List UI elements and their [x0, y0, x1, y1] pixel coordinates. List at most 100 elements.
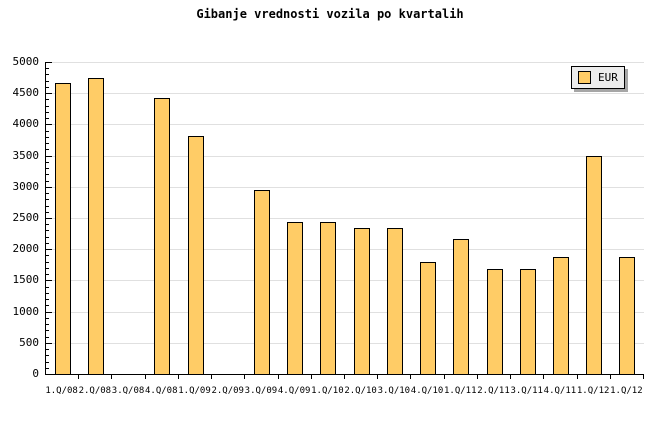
gridline — [46, 311, 644, 313]
y-axis-tick — [46, 274, 49, 276]
y-axis-tick — [46, 261, 49, 263]
x-tick-label: 3.Q/08 — [111, 386, 145, 396]
x-tick-label: 1.Q/11 — [444, 386, 477, 396]
y-axis-tick — [46, 367, 49, 369]
bar — [253, 189, 270, 374]
x-tick-label: 2.Q/10 — [344, 386, 377, 396]
y-axis-tick — [46, 180, 49, 182]
y-axis-tick — [46, 80, 49, 82]
gridline — [46, 280, 644, 282]
x-tick-label: 1.Q/10 — [311, 386, 344, 396]
y-axis-tick — [46, 74, 49, 76]
x-tick-label: 1.Q/12 — [576, 386, 610, 396]
x-axis-tick — [277, 375, 279, 379]
gridline — [46, 93, 644, 95]
y-axis-tick — [46, 249, 52, 251]
gridline — [46, 124, 644, 126]
x-axis-tick — [609, 375, 611, 379]
x-axis-tick — [244, 375, 246, 379]
x-axis-tick — [144, 375, 146, 379]
y-axis-tick — [46, 224, 49, 226]
bar — [320, 222, 337, 374]
y-tick-label: 3500 — [12, 148, 40, 162]
y-axis-tick — [46, 199, 49, 201]
y-axis-tick — [46, 86, 49, 88]
y-axis-tick — [46, 242, 49, 244]
bar — [453, 238, 470, 374]
bar — [586, 156, 603, 374]
y-tick-label: 3000 — [12, 179, 40, 193]
y-axis-tick — [46, 174, 49, 176]
x-tick-label: 1.Q/08 — [45, 386, 78, 396]
y-axis-tick — [46, 105, 49, 107]
x-tick-label: 2.Q/09 — [211, 386, 244, 396]
y-axis-tick — [46, 211, 49, 213]
y-axis-tick — [46, 149, 49, 151]
bar — [154, 98, 171, 374]
legend-label: EUR — [598, 71, 618, 84]
bar — [54, 82, 71, 374]
y-axis-tick — [46, 62, 52, 63]
y-axis-tick — [46, 186, 52, 188]
x-axis-tick — [510, 375, 512, 379]
x-tick-label: 3.Q/09 — [244, 386, 278, 396]
y-axis-tick — [46, 342, 52, 344]
y-axis-tick — [46, 324, 49, 326]
x-axis-tick — [410, 375, 412, 379]
bar — [420, 262, 437, 374]
y-axis-tick — [46, 230, 49, 232]
x-tick-label: 4.Q/11 — [543, 386, 577, 396]
bar — [87, 77, 104, 374]
y-axis-tick — [46, 305, 49, 307]
bar — [187, 136, 204, 374]
y-axis-tick — [46, 349, 49, 351]
y-axis-tick — [46, 336, 49, 338]
x-axis-tick — [211, 375, 213, 379]
gridline — [46, 218, 644, 219]
y-tick-label: 2500 — [12, 211, 40, 224]
y-axis-tick — [46, 155, 52, 157]
y-axis-tick — [46, 99, 49, 101]
y-axis-tick — [46, 236, 49, 238]
x-axis-tick — [344, 375, 345, 379]
chart-title: Gibanje vrednosti vozila po kvartalih — [196, 7, 464, 21]
x-tick-label: 1.Q/09 — [178, 386, 211, 396]
y-axis-tick — [46, 292, 49, 294]
y-tick-label: 500 — [19, 335, 39, 349]
y-tick-label: 1500 — [12, 273, 40, 287]
y-tick-label: 0 — [32, 367, 39, 380]
y-tick-label: 5000 — [12, 55, 40, 68]
x-tick-label: 2.Q/11 — [477, 386, 510, 396]
y-axis-tick — [46, 118, 49, 120]
y-axis-tick — [46, 361, 49, 363]
x-axis-tick — [78, 375, 80, 379]
gridline — [46, 155, 644, 157]
y-axis-tick — [46, 111, 49, 113]
x-tick-label: 2.Q/08 — [78, 386, 112, 396]
x-axis-tick — [377, 375, 379, 379]
y-axis-tick — [46, 267, 49, 269]
y-axis-tick — [46, 93, 52, 95]
bar — [519, 268, 536, 374]
x-tick-label: 4.Q/09 — [277, 386, 311, 396]
y-tick-label: 4500 — [12, 86, 40, 100]
x-axis-tick — [443, 375, 445, 379]
x-tick-label: 1.Q/12 — [610, 386, 643, 396]
y-axis-tick — [46, 317, 49, 319]
bar — [386, 227, 403, 374]
x-axis-tick — [476, 375, 478, 379]
y-axis-tick — [46, 311, 52, 313]
y-axis-tick — [46, 355, 49, 357]
y-axis-tick — [46, 280, 52, 282]
y-axis-tick — [46, 68, 49, 70]
gridline — [46, 186, 644, 188]
y-axis-tick — [46, 205, 49, 207]
x-tick-label: 3.Q/11 — [510, 386, 543, 396]
legend: EUR — [571, 66, 625, 89]
gridline — [46, 62, 644, 63]
x-axis-tick — [643, 375, 644, 379]
bar — [353, 227, 370, 374]
y-axis-tick — [46, 255, 49, 257]
bar — [619, 256, 636, 374]
y-axis-tick — [46, 161, 49, 163]
